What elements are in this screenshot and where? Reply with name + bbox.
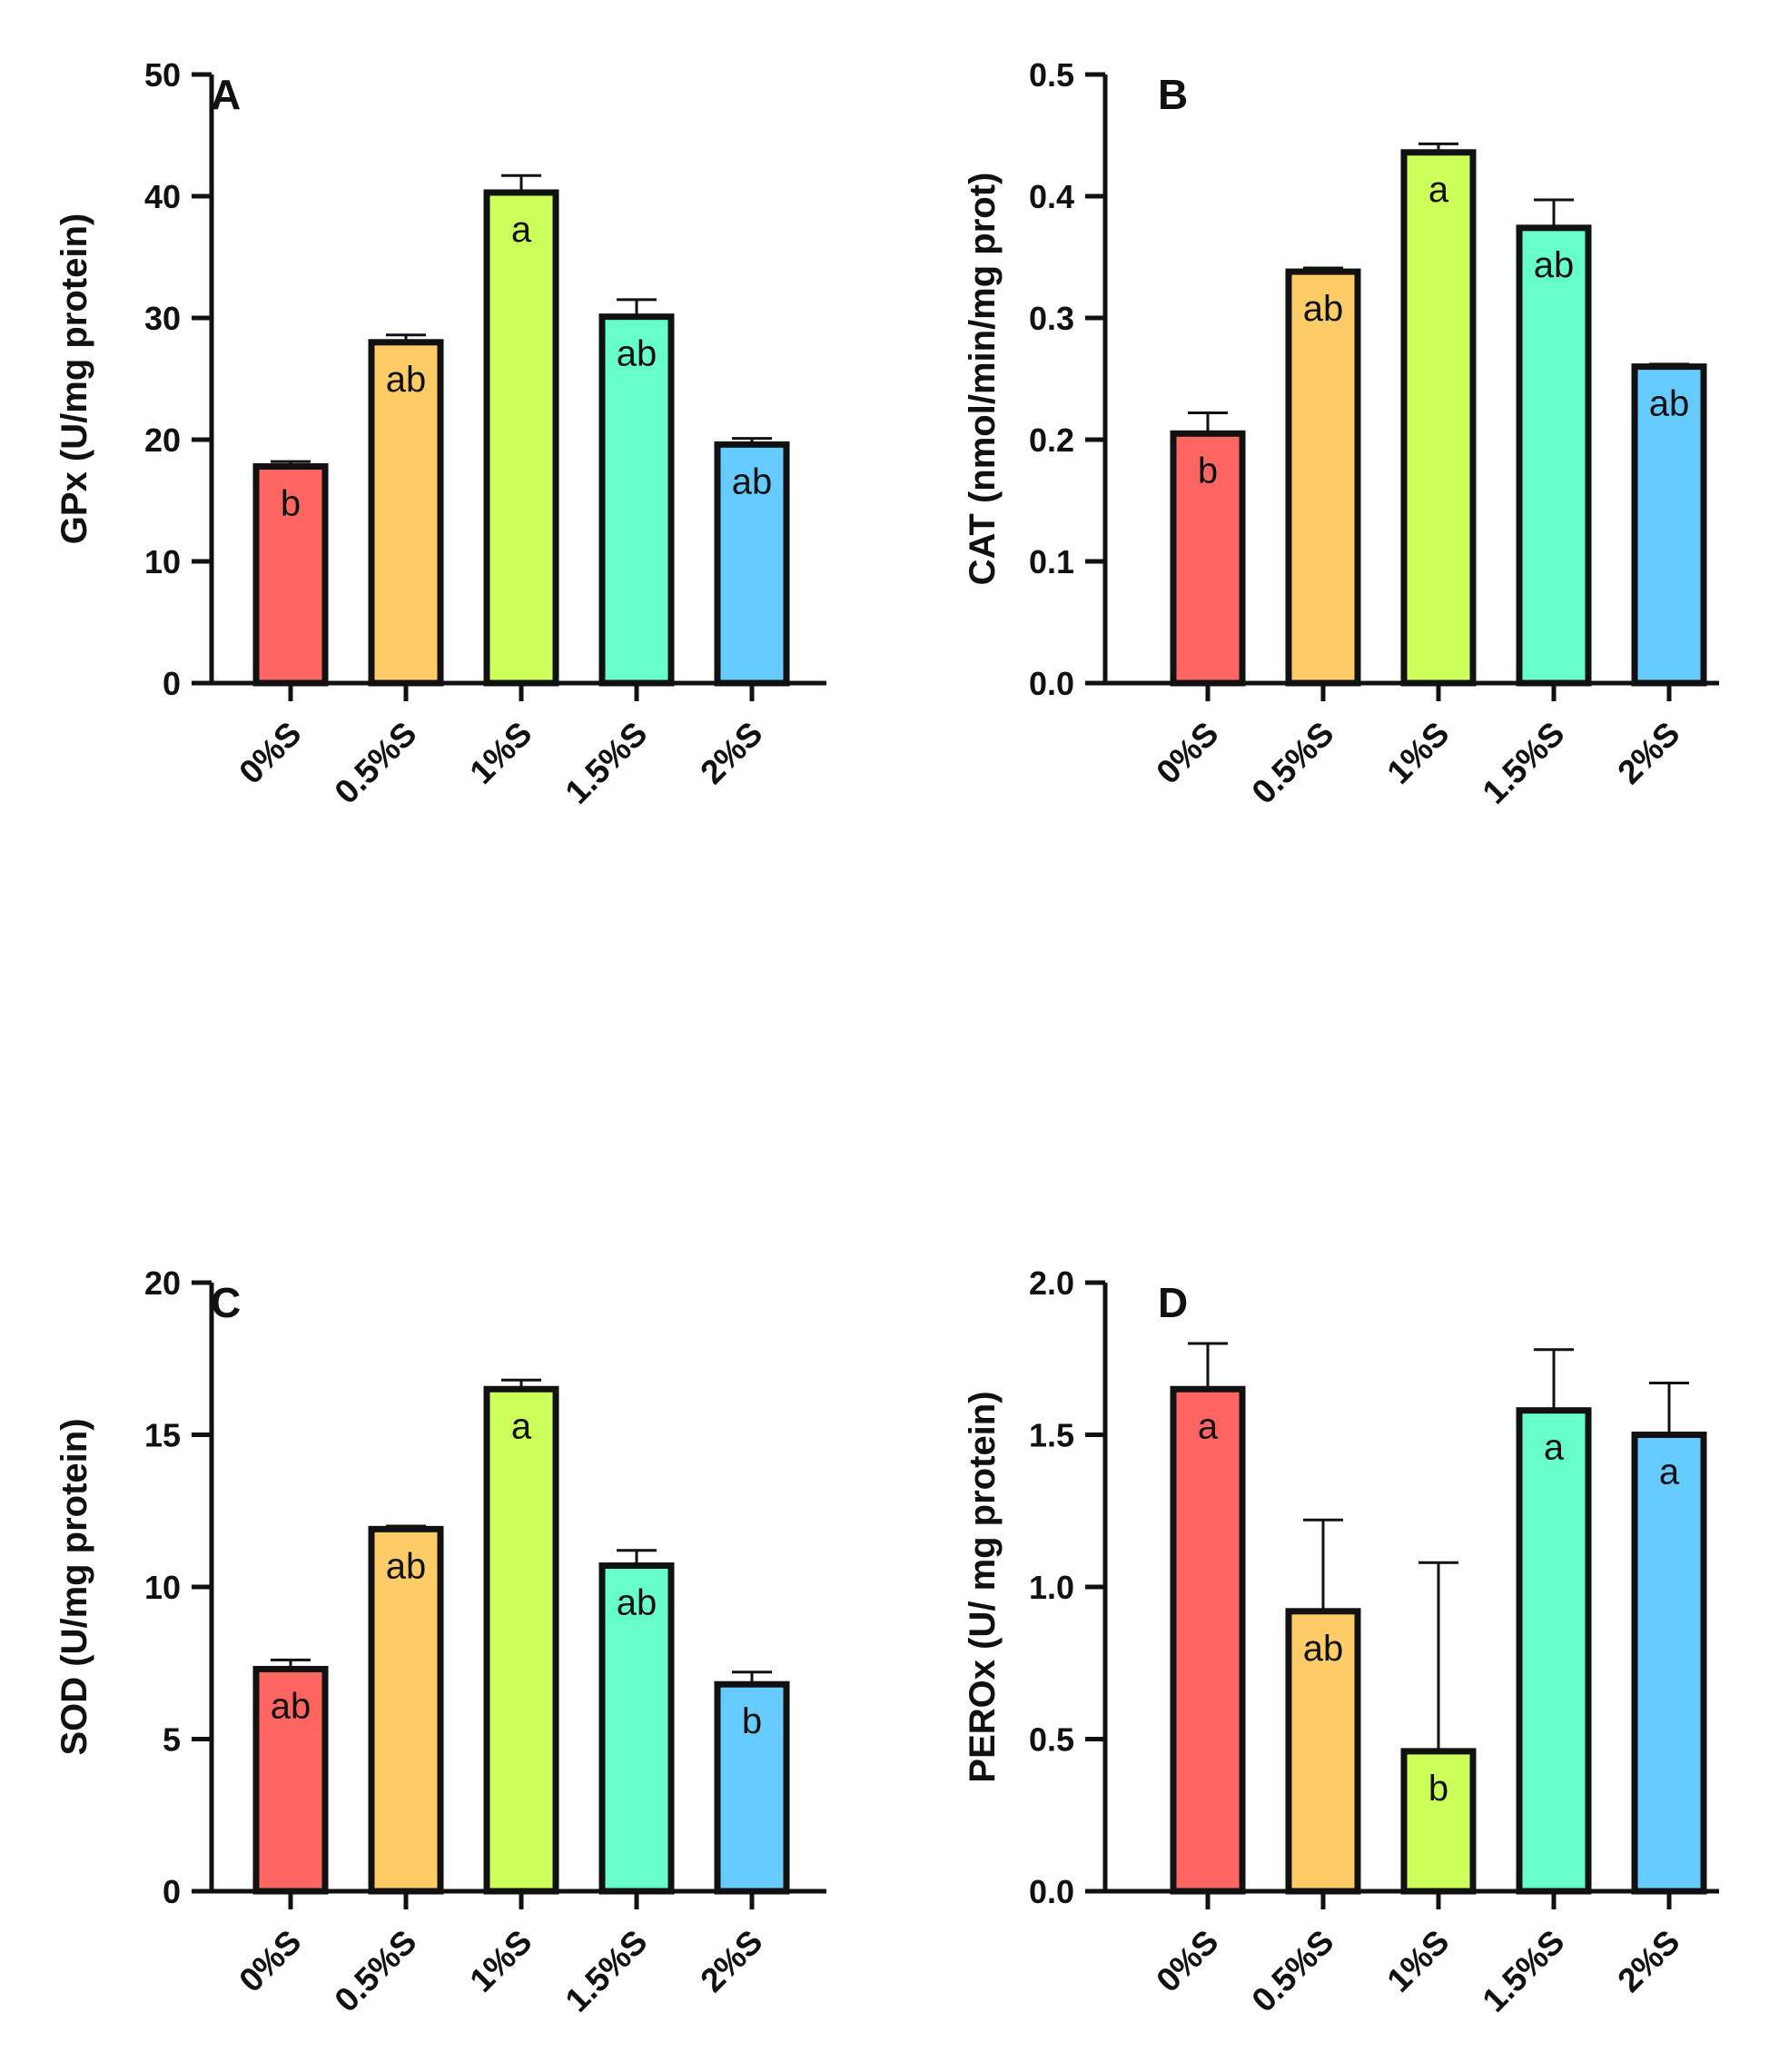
bar [1285, 268, 1361, 687]
significance-label: a [1659, 1452, 1680, 1492]
y-tick-label: 10 [144, 1569, 181, 1606]
panel-letter: B [1158, 71, 1188, 118]
y-tick-label: 0.2 [1029, 421, 1074, 459]
y-tick-label: 20 [144, 421, 181, 459]
bar [1400, 149, 1477, 687]
y-tick-label: 0.0 [1029, 1873, 1074, 1910]
significance-label: a [1544, 1428, 1565, 1468]
bar [1285, 1608, 1361, 1895]
bar [483, 189, 559, 687]
y-axis-title: PEROx (U/ mg protein) [963, 1391, 1003, 1782]
significance-label: b [1198, 451, 1218, 491]
significance-label: a [1198, 1406, 1219, 1446]
significance-label: ab [617, 334, 657, 374]
category-label: 0.5%S [328, 715, 424, 811]
category-label: 1%S [462, 715, 539, 791]
category-label: 2%S [693, 715, 769, 791]
y-tick-label: 20 [144, 1264, 181, 1302]
significance-label: ab [386, 1546, 427, 1586]
category-label: 0.5%S [328, 1923, 424, 2019]
bar [1516, 224, 1592, 687]
category-label: 1%S [1379, 715, 1456, 791]
category-label: 1.5%S [1476, 715, 1572, 811]
bar [1400, 1748, 1477, 1895]
bar [252, 462, 329, 687]
panel-letter: D [1158, 1279, 1188, 1326]
y-tick-label: 1.5 [1029, 1417, 1074, 1454]
significance-label: a [511, 210, 532, 250]
bar [483, 1385, 559, 1895]
category-label: 0%S [1149, 715, 1225, 791]
significance-label: b [1428, 1769, 1448, 1809]
bar [1170, 1385, 1246, 1895]
bar [368, 1525, 444, 1895]
y-axis-title: CAT (nmol/min/mg prot) [963, 173, 1003, 586]
bar [598, 313, 675, 687]
panel-letter: A [211, 71, 241, 118]
y-axis-title: SOD (U/mg protein) [54, 1418, 94, 1755]
bar [1170, 430, 1246, 687]
bar [252, 1665, 329, 1895]
category-label: 1.5%S [558, 715, 655, 811]
y-tick-label: 40 [144, 178, 181, 215]
bar [714, 1680, 790, 1895]
y-tick-label: 50 [144, 56, 181, 94]
y-tick-label: 0.5 [1029, 56, 1074, 94]
category-label: 2%S [693, 1923, 769, 1999]
y-tick-label: 0 [163, 1873, 181, 1910]
y-axis-title: GPx (U/mg protein) [54, 213, 94, 544]
panel-a: 0 10 20 30 40 50 GPx (U/mg protein) Ab 0%S ab 0.5%… [54, 56, 826, 811]
y-tick-label: 15 [144, 1417, 181, 1454]
category-label: 0%S [1149, 1923, 1225, 1999]
y-tick-label: 0.0 [1029, 665, 1074, 702]
significance-label: ab [1649, 384, 1690, 424]
significance-label: ab [386, 360, 427, 400]
category-label: 0.5%S [1245, 1923, 1341, 2019]
category-label: 0.5%S [1245, 715, 1341, 811]
significance-label: ab [1303, 1629, 1344, 1669]
category-label: 1%S [1379, 1923, 1456, 1999]
bar [1631, 363, 1707, 687]
y-tick-label: 5 [163, 1721, 181, 1759]
significance-label: ab [271, 1686, 311, 1726]
significance-label: a [511, 1406, 532, 1446]
panel-d: 0.0 0.5 1.0 1.5 2.0 PEROx (U/ mg protein) Da 0%… [963, 1264, 1719, 2019]
category-label: 1%S [462, 1923, 539, 1999]
significance-label: ab [1534, 245, 1575, 285]
significance-label: ab [732, 461, 773, 501]
panel-b: 0.0 0.1 0.2 0.3 0.4 0.5 CAT (nmol/min/mg prot)… [963, 56, 1719, 811]
y-tick-label: 0 [163, 665, 181, 702]
y-tick-label: 1.0 [1029, 1569, 1074, 1606]
y-tick-label: 0.3 [1029, 300, 1074, 337]
y-tick-label: 10 [144, 543, 181, 580]
significance-label: b [742, 1701, 762, 1741]
panel-letter: C [211, 1279, 241, 1326]
category-label: 0%S [232, 1923, 308, 1999]
bar [1516, 1407, 1592, 1895]
category-label: 2%S [1610, 1923, 1686, 1999]
y-tick-label: 2.0 [1029, 1264, 1074, 1302]
significance-label: a [1428, 170, 1449, 210]
bar [1631, 1432, 1707, 1895]
y-tick-label: 30 [144, 300, 181, 337]
category-label: 1.5%S [558, 1923, 655, 2019]
significance-label: b [281, 483, 301, 523]
y-tick-label: 0.5 [1029, 1721, 1074, 1759]
category-label: 1.5%S [1476, 1923, 1572, 2019]
significance-label: ab [617, 1583, 657, 1623]
category-label: 2%S [1610, 715, 1686, 791]
significance-label: ab [1303, 289, 1344, 329]
y-tick-label: 0.4 [1029, 178, 1074, 215]
category-label: 0%S [232, 715, 308, 791]
y-tick-label: 0.1 [1029, 543, 1074, 580]
